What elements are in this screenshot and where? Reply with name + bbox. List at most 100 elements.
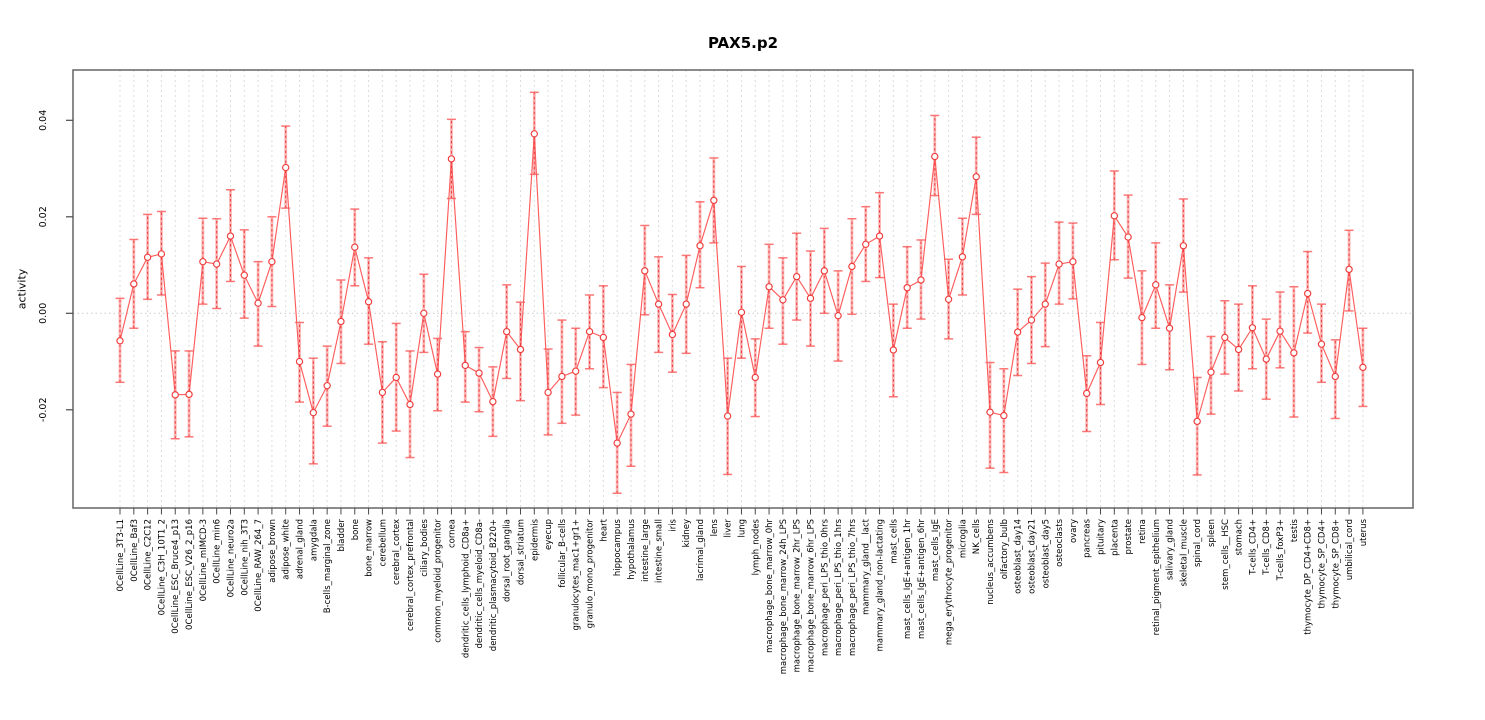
data-point-marker <box>820 267 828 275</box>
x-tick-label: bone_marrow <box>365 519 375 577</box>
data-point-marker <box>889 346 898 354</box>
data-point-marker <box>226 232 235 240</box>
data-point-marker <box>392 373 400 382</box>
x-tick-label: iris <box>668 518 678 531</box>
data-point-marker <box>806 294 815 303</box>
data-point-marker <box>1234 345 1243 354</box>
x-tick-label: eyecup <box>544 519 554 550</box>
x-tick-label: cerebral_cortex <box>392 519 402 585</box>
data-point-marker <box>199 257 207 266</box>
data-point-marker <box>323 381 331 390</box>
x-tick-label: T-cells_foxP3+ <box>1276 519 1286 581</box>
x-tick-label: mega_erythrocyte_progenitor <box>945 518 955 645</box>
x-tick-label: bone <box>351 519 361 540</box>
x-tick-label: cerebral_cortex_prefrontal <box>406 519 416 631</box>
data-point-marker <box>917 276 925 284</box>
data-point-marker <box>668 330 677 339</box>
x-tick-label: spinal_cord <box>1193 519 1203 567</box>
x-tick-label: macrophage_bone_marrow_0hr <box>765 519 775 653</box>
data-point-marker <box>986 408 994 416</box>
x-tick-label: osteoclasts <box>1055 518 1065 566</box>
x-tick-label: amygdala <box>309 519 319 561</box>
y-tick-label: 0.04 <box>38 110 49 131</box>
data-point-marker <box>751 373 759 382</box>
x-tick-label: thymocyte_DP_CD4+CD8+ <box>1304 519 1314 635</box>
data-point-marker <box>1055 260 1063 268</box>
x-tick-label: lung <box>738 519 748 538</box>
x-tick-label: prostate <box>1124 519 1134 554</box>
data-point-marker <box>212 260 221 268</box>
x-tick-label: stomach <box>1235 519 1245 556</box>
data-point-marker <box>1331 372 1339 381</box>
x-tick-label: thymocyte_SP_CD8+ <box>1331 519 1341 609</box>
data-point-marker <box>1152 281 1160 289</box>
data-point-marker <box>530 130 538 138</box>
x-tick-label: olfactory_bulb <box>1000 519 1010 579</box>
data-point-marker <box>1069 257 1077 266</box>
x-tick-label: 0CellLine_RAW_264_7 <box>254 519 264 612</box>
data-point-marker <box>793 272 801 281</box>
data-point-marker <box>420 309 428 317</box>
data-point-marker <box>143 253 152 262</box>
x-tick-label: 0CellLine_nih_3T3 <box>240 519 250 596</box>
x-tick-label: adipose_white <box>282 519 292 580</box>
data-point-marker <box>1179 242 1188 250</box>
x-tick-label: 0CellLine_ESC_Bruce4_p13 <box>171 519 181 634</box>
x-tick-label: ovary <box>1069 519 1079 543</box>
x-tick-label: spleen <box>1207 519 1217 547</box>
x-tick-label: adipose_brown <box>268 519 278 583</box>
x-tick-label: uterus <box>1359 518 1369 546</box>
data-point-marker <box>185 390 193 399</box>
x-tick-label: adrenal_gland <box>296 519 306 579</box>
x-tick-label: osteoblast_day14 <box>1014 519 1024 594</box>
chart-title: PAX5.p2 <box>707 34 779 52</box>
x-tick-label: macrophage_bone_marrow_2hr_LPS <box>793 519 803 672</box>
x-tick-label: macrophage_peri_LPS_thio_1hrs <box>834 518 844 656</box>
x-tick-label: salivary_gland <box>1166 519 1176 580</box>
x-tick-label: mast_cells <box>889 518 899 563</box>
x-tick-label: T-cells_CD8+ <box>1262 519 1272 576</box>
x-tick-label: epidermis <box>530 518 540 561</box>
x-tick-label: ciliary_bodies <box>420 518 430 576</box>
data-point-marker <box>503 327 511 336</box>
x-tick-label: pituitary <box>1097 519 1107 555</box>
x-tick-label: dorsal_root_ganglia <box>503 519 513 602</box>
data-point-marker <box>834 312 842 320</box>
data-point-marker <box>765 283 773 291</box>
x-tick-label: heart <box>599 518 609 541</box>
x-tick-label: stem_cells__HSC <box>1221 519 1231 590</box>
data-point-marker <box>171 391 179 399</box>
data-point-marker <box>944 295 953 303</box>
x-tick-label: mammary_gland__lact <box>862 518 872 615</box>
x-tick-label: 0CellLine_mIMCD-3 <box>199 519 209 601</box>
x-tick-label: lacrimal_gland <box>696 519 706 581</box>
y-tick-label: 0.00 <box>38 303 49 324</box>
data-point-marker <box>613 439 621 447</box>
data-point-marker <box>295 357 304 366</box>
x-tick-label: cerebellum <box>378 519 388 566</box>
data-point-marker <box>461 361 469 370</box>
data-point-marker <box>696 242 704 250</box>
x-tick-label: follicular_B-cells <box>558 518 568 587</box>
data-point-marker <box>1303 289 1312 298</box>
data-point-marker <box>254 299 262 307</box>
x-tick-label: NK_cells <box>972 518 982 554</box>
data-point-marker <box>779 296 787 304</box>
data-point-marker <box>654 300 663 308</box>
x-tick-label: dendritic_cells_lymphoid_CD8a+ <box>461 519 471 658</box>
data-point-marker <box>641 267 649 275</box>
data-point-marker <box>737 308 746 317</box>
x-tick-label: common_myeloid_progenitor <box>434 518 444 642</box>
x-tick-label: dorsal_striatum <box>517 519 527 585</box>
data-point-marker <box>337 317 345 326</box>
x-tick-label: B-cells_marginal_zone <box>323 519 333 613</box>
x-tick-label: mast_cells_IgE+antigen_6hr <box>917 518 927 639</box>
x-tick-label: mast_cells_IgE <box>931 519 941 581</box>
data-point-marker <box>268 257 276 266</box>
data-point-marker <box>116 337 124 345</box>
data-point-marker <box>682 300 690 308</box>
data-point-marker <box>406 400 414 409</box>
data-point-marker <box>1221 333 1229 342</box>
